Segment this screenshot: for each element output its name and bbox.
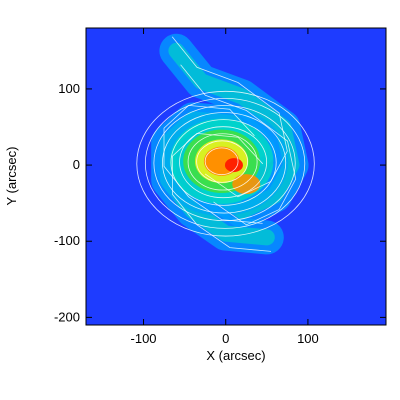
contour-line <box>179 126 268 199</box>
contour-line <box>136 90 315 237</box>
contour-line <box>153 105 296 222</box>
secondary-knot <box>232 174 261 195</box>
contour-line <box>170 119 277 206</box>
y-tick-label: 0 <box>73 157 80 172</box>
x-axis-label: X (arcsec) <box>206 348 265 363</box>
y-tick-label: -200 <box>54 309 80 324</box>
x-axis: -100 0 100 <box>131 28 319 346</box>
contour-line <box>144 97 306 229</box>
y-tick-label: -100 <box>54 233 80 248</box>
arm-contour-line <box>163 104 263 224</box>
contour-layer <box>136 36 315 252</box>
arm-contour-line <box>171 36 288 198</box>
x-tick-label: -100 <box>131 331 157 346</box>
plot-area <box>85 27 387 326</box>
arm-contour-line <box>171 132 272 252</box>
x-tick-label: 100 <box>297 331 319 346</box>
x-tick-label: 0 <box>222 331 229 346</box>
y-axis-label: Y (arcsec) <box>4 147 19 206</box>
y-axis: -200 -100 0 100 <box>54 81 386 324</box>
plot-frame <box>85 27 387 326</box>
contour-line <box>204 147 239 176</box>
contour-line <box>187 133 258 191</box>
contour-line <box>196 140 248 183</box>
y-tick-label: 100 <box>58 81 80 96</box>
arm-contour-line <box>180 64 297 226</box>
contour-line <box>162 112 287 214</box>
